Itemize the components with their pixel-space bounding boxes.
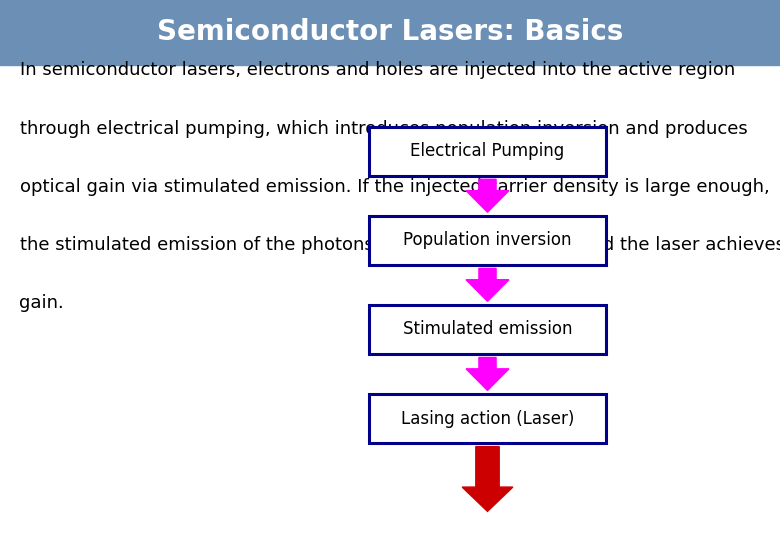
Text: Semiconductor Lasers: Basics: Semiconductor Lasers: Basics bbox=[157, 18, 623, 46]
Text: In semiconductor lasers, electrons and holes are injected into the active region: In semiconductor lasers, electrons and h… bbox=[20, 61, 735, 79]
Text: Population inversion: Population inversion bbox=[403, 231, 572, 249]
Text: the stimulated emission of the photons overcomes the losses and the laser achiev: the stimulated emission of the photons o… bbox=[20, 236, 780, 254]
FancyBboxPatch shape bbox=[369, 127, 607, 176]
Text: optical gain via stimulated emission. If the injected carrier density is large e: optical gain via stimulated emission. If… bbox=[20, 178, 769, 196]
Polygon shape bbox=[466, 179, 509, 212]
FancyBboxPatch shape bbox=[369, 394, 607, 443]
Text: gain.: gain. bbox=[20, 294, 64, 313]
Polygon shape bbox=[466, 357, 509, 390]
Polygon shape bbox=[462, 447, 513, 511]
Text: Electrical Pumping: Electrical Pumping bbox=[410, 142, 565, 160]
Bar bbox=[0, 0, 780, 65]
FancyBboxPatch shape bbox=[369, 305, 607, 354]
FancyBboxPatch shape bbox=[369, 216, 607, 265]
Polygon shape bbox=[466, 268, 509, 301]
Text: through electrical pumping, which introduces population inversion and produces: through electrical pumping, which introd… bbox=[20, 119, 747, 138]
Text: Lasing action (Laser): Lasing action (Laser) bbox=[401, 409, 574, 428]
Text: Stimulated emission: Stimulated emission bbox=[402, 320, 573, 339]
